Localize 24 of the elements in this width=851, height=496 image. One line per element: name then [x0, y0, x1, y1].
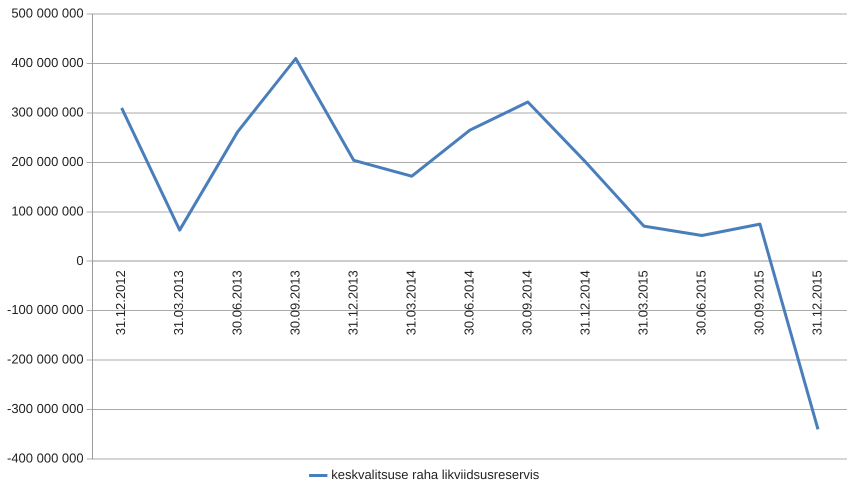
y-tick-label: -200 000 000: [7, 352, 84, 367]
x-tick-label: 31.12.2015: [810, 270, 825, 336]
x-tick-label: 30.06.2015: [694, 270, 709, 336]
y-tick-label: 400 000 000: [11, 55, 84, 70]
y-tick-label: 300 000 000: [11, 104, 84, 120]
y-tick-label: 500 000 000: [11, 6, 84, 21]
x-tick-label: 31.03.2014: [403, 270, 418, 336]
y-tick-label: 0: [76, 252, 84, 268]
y-tick-label: 100 000 000: [11, 203, 84, 218]
x-tick-label: 30.06.2014: [461, 270, 476, 336]
x-tick-label: 31.03.2013: [171, 270, 186, 336]
y-tick-label: -100 000 000: [7, 302, 84, 318]
y-tick-label: -400 000 000: [7, 450, 84, 466]
x-tick-label: 30.09.2013: [287, 270, 302, 336]
x-tick-label: 31.12.2012: [113, 270, 128, 336]
x-tick-label: 30.09.2015: [752, 270, 767, 336]
x-tick-label: 31.03.2015: [635, 270, 650, 336]
x-tick-label: 30.06.2013: [229, 270, 244, 336]
x-tick-label: 31.12.2013: [345, 270, 360, 336]
legend-label: keskvalitsuse raha likviidsusreservis: [331, 467, 540, 482]
x-tick-label: 30.09.2014: [519, 270, 534, 336]
y-tick-label: -300 000 000: [7, 401, 84, 416]
y-tick-label: 200 000 000: [11, 154, 84, 169]
x-tick-label: 31.12.2014: [577, 270, 592, 336]
